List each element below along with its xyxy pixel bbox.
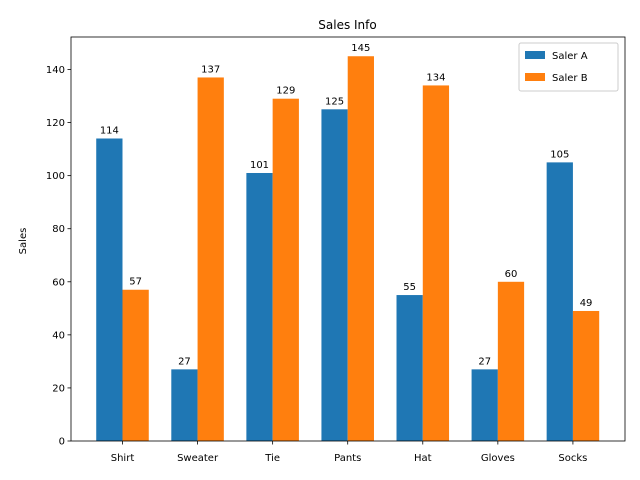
x-tick-label: Tie bbox=[264, 453, 280, 464]
x-tick-label: Socks bbox=[558, 453, 587, 464]
bar-value-label: 134 bbox=[426, 72, 445, 83]
bar-value-label: 57 bbox=[129, 277, 142, 288]
bar bbox=[171, 369, 198, 441]
bar-value-label: 49 bbox=[580, 298, 593, 309]
bar bbox=[197, 77, 224, 441]
bar-value-label: 60 bbox=[505, 269, 518, 280]
y-tick-label: 40 bbox=[52, 330, 65, 341]
y-tick-label: 20 bbox=[52, 383, 65, 394]
x-tick-label: Hat bbox=[414, 453, 432, 464]
legend-swatch bbox=[525, 51, 545, 59]
x-tick-label: Gloves bbox=[481, 453, 515, 464]
bar bbox=[396, 295, 423, 441]
bar-value-label: 137 bbox=[201, 64, 220, 75]
bar bbox=[572, 310, 600, 441]
bar bbox=[422, 85, 450, 441]
y-tick-label: 140 bbox=[46, 65, 65, 76]
bar-value-label: 129 bbox=[276, 86, 295, 97]
bar-value-label: 105 bbox=[550, 149, 569, 160]
y-tick-label: 60 bbox=[52, 277, 65, 288]
bar bbox=[497, 281, 525, 441]
chart-title: Sales Info bbox=[318, 18, 376, 32]
x-tick-label: Pants bbox=[334, 453, 361, 464]
y-axis-label: Sales bbox=[18, 228, 29, 255]
bar bbox=[347, 56, 374, 441]
y-tick-label: 100 bbox=[46, 171, 65, 182]
bar bbox=[321, 109, 348, 441]
x-tick-label: Sweater bbox=[177, 453, 219, 464]
bar bbox=[272, 98, 299, 441]
legend-swatch bbox=[525, 73, 545, 81]
bar bbox=[546, 162, 573, 441]
legend-label: Saler B bbox=[552, 73, 588, 84]
legend-label: Saler A bbox=[552, 51, 588, 62]
legend: Saler A Saler B bbox=[518, 42, 619, 92]
y-tick-label: 80 bbox=[52, 224, 65, 235]
bar bbox=[122, 289, 149, 441]
bar-value-label: 125 bbox=[325, 96, 344, 107]
bar bbox=[96, 138, 123, 441]
bar-value-label: 55 bbox=[403, 282, 416, 293]
y-tick-label: 120 bbox=[46, 118, 65, 129]
bar-value-label: 114 bbox=[100, 125, 119, 136]
bar-value-label: 101 bbox=[250, 160, 269, 171]
plot-area: 114 27 101 125 55 27 105 57 137 129 145 134 60 49 0 20 4… bbox=[46, 36, 626, 464]
bar bbox=[471, 369, 498, 441]
bar-value-label: 27 bbox=[178, 356, 191, 367]
x-tick-label: Shirt bbox=[111, 453, 135, 464]
y-tick-label: 0 bbox=[59, 437, 65, 448]
bar-value-label: 27 bbox=[478, 356, 491, 367]
bar bbox=[246, 172, 273, 441]
bar-value-label: 145 bbox=[351, 43, 370, 54]
